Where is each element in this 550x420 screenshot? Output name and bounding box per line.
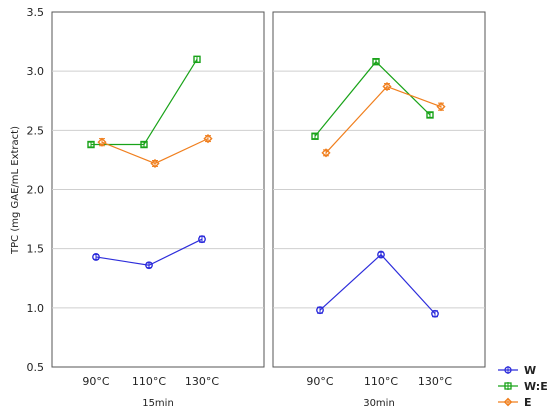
legend-label: E [524,396,532,409]
legend-label: W:E [524,380,548,393]
legend-item-W: W [498,364,536,377]
data-point-W:E [311,132,319,140]
y-tick-label: 2.0 [27,184,45,197]
y-tick-label: 0.5 [27,361,45,374]
y-tick-label: 3.0 [27,65,45,78]
y-tick-label: 2.5 [27,124,45,137]
data-point-W [316,306,324,315]
data-point-W:E [372,58,380,66]
x-tick-label: 90°C [306,375,333,388]
data-point-W [377,250,385,259]
legend: W W:E E [498,364,548,409]
y-tick-label: 3.5 [27,6,45,19]
x-tick-label: 110°C [364,375,398,388]
data-point-W [92,253,100,261]
x-tick-label: 130°C [418,375,452,388]
legend-marker [504,366,512,374]
data-point-W:E [87,140,95,149]
y-tick-labels: 0.5 1.0 1.5 2.0 2.5 3.0 3.5 [27,6,45,374]
x-tick-label: 130°C [185,375,219,388]
data-point-E [382,81,392,92]
data-point-E [436,102,446,112]
data-point-E [97,137,107,147]
data-point-E [321,148,331,158]
legend-marker [504,382,512,390]
data-point-W [145,261,153,270]
data-point-W [431,309,439,318]
x-tick-label: 110°C [132,375,166,388]
y-tick-label: 1.5 [27,243,45,256]
legend-item-W:E: W:E [498,380,548,393]
data-point-E [150,158,160,169]
data-point-W:E [193,55,201,64]
chart-panels: 90°C 110°C 130°C 15min 90°C 110°C 130°C 30min [51,11,486,409]
legend-item-E: E [498,396,532,409]
data-point-E [203,134,213,144]
panel-title: 30min [363,398,395,409]
legend-label: W [524,364,536,377]
panel-title: 15min [142,398,174,409]
legend-marker [503,397,513,407]
panel-30min: 90°C 110°C 130°C 30min [272,11,486,409]
y-axis-label: TPC (mg GAE/mL Extract) [10,126,21,255]
y-tick-label: 1.0 [27,302,45,315]
x-tick-label: 90°C [82,375,109,388]
data-point-W [198,235,206,244]
panel-15min: 90°C 110°C 130°C 15min [51,11,265,409]
data-point-W:E [140,140,148,149]
data-point-W:E [426,111,434,119]
